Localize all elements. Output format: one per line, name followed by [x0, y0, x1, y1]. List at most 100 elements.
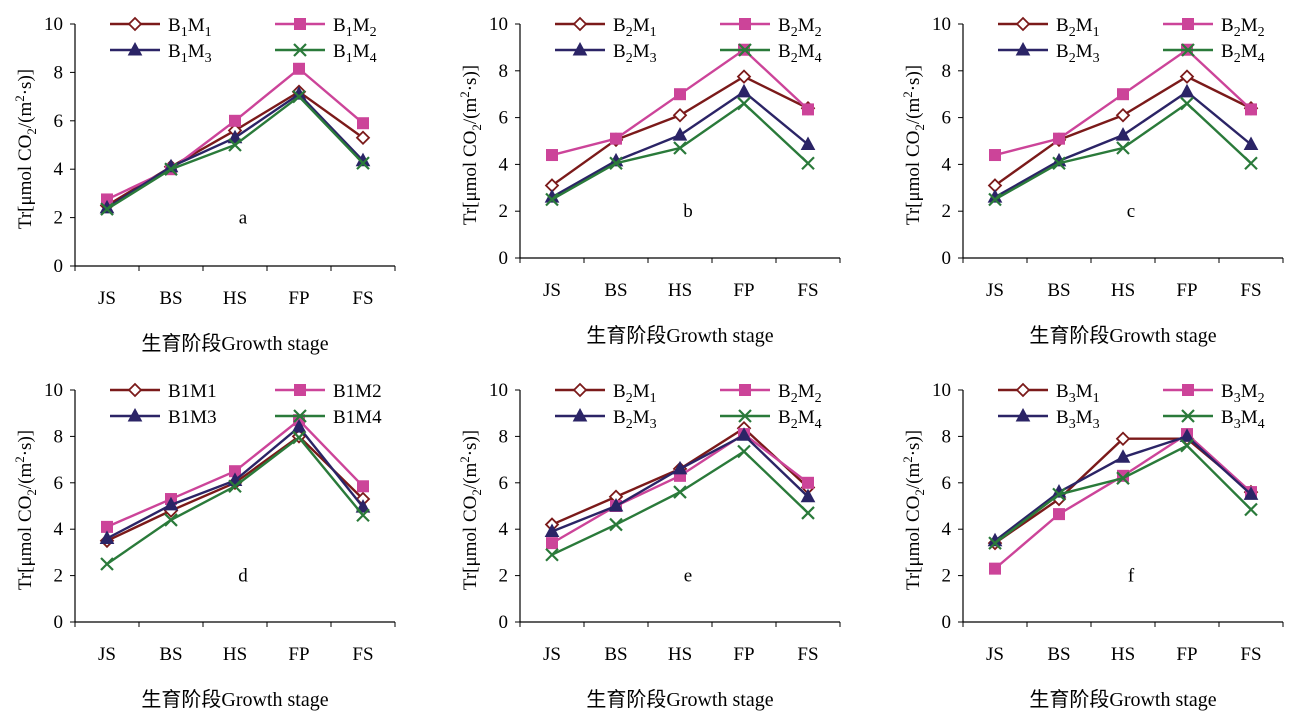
y-tick-label: 10: [44, 14, 63, 35]
legend-entry-label: B2M3: [1056, 41, 1100, 66]
y-axis-title: Tr[μmol CO2/(m2·s)]: [457, 430, 484, 590]
data-point-B2M4: [1052, 156, 1066, 171]
legend-marker: [572, 41, 588, 56]
data-point-B1M3: [99, 530, 115, 544]
series-line-B1M1: [106, 90, 364, 207]
data-point-B2M3: [544, 523, 560, 538]
series-line-B1M4: [106, 435, 364, 565]
y-tick-label: 6: [54, 111, 64, 132]
y-tick-label: 2: [942, 566, 952, 587]
legend-entry-label: B1M4: [333, 407, 382, 428]
legend-entry-label: B2M1: [613, 15, 657, 40]
data-point-B2M4: [609, 156, 623, 171]
data-point-B2M2: [546, 537, 558, 550]
data-point-B1M3: [227, 129, 243, 144]
legend-entry-label: B2M4: [778, 407, 822, 432]
data-point-B2M3: [800, 136, 816, 151]
y-axis-title: Tr[μmol CO2/(m2·s)]: [900, 430, 927, 590]
panel-d: 0 2 4 6 8 10 JS BS HS FP FS 生育阶段Growth stage Tr[μmol…: [12, 380, 396, 711]
legend-entry-label: B1M1: [168, 15, 212, 40]
data-point-B3M4: [988, 536, 1002, 550]
legend-marker: [127, 407, 143, 422]
y-tick-label: 4: [499, 154, 509, 175]
data-point-B1M4: [164, 513, 178, 527]
data-point-B2M4: [988, 192, 1002, 207]
x-tick-label: BS: [159, 288, 182, 309]
y-tick-label: 8: [499, 61, 509, 82]
legend-marker: [1015, 407, 1031, 422]
x-tick-label: HS: [1111, 644, 1135, 665]
x-axis-title: 生育阶段Growth stage: [1029, 324, 1216, 347]
y-axis-title: Tr[μmol CO2/(m2·s)]: [12, 69, 39, 229]
legend-entry-label: B1M3: [168, 41, 212, 66]
x-tick-label: HS: [223, 288, 247, 309]
y-tick-label: 8: [942, 61, 952, 82]
data-point-B3M4: [1244, 502, 1258, 517]
y-tick-label: 2: [54, 566, 64, 587]
x-tick-label: FS: [1240, 280, 1261, 301]
data-point-B2M4: [673, 141, 687, 155]
data-point-B2M3: [1179, 83, 1195, 98]
x-tick-label: FS: [352, 288, 373, 309]
data-point-B1M2: [357, 117, 369, 130]
data-point-B1M4: [356, 508, 370, 523]
x-tick-label: FS: [1240, 644, 1261, 665]
x-tick-label: HS: [223, 644, 247, 665]
y-tick-label: 8: [54, 62, 64, 83]
data-point-B2M3: [608, 497, 624, 512]
y-tick-label: 2: [499, 566, 509, 587]
x-tick-label: FS: [352, 644, 373, 665]
panel-label: d: [238, 566, 248, 587]
y-axis-title: Tr[μmol CO2/(m2·s)]: [900, 65, 927, 225]
data-point-B2M3: [1115, 127, 1131, 141]
x-tick-label: FS: [797, 644, 818, 665]
y-tick-label: 10: [932, 380, 951, 401]
x-tick-label: JS: [543, 280, 561, 301]
panel-a: 0 2 4 6 8 10 JS BS HS FP FS 生育阶段Growth stage Tr[μmol…: [12, 14, 396, 355]
y-tick-label: 6: [942, 108, 952, 129]
panel-f: 0 2 4 6 8 10 JS BS HS FP FS 生育阶段Growth stage Tr[μmol…: [900, 380, 1284, 711]
x-tick-label: FP: [733, 280, 754, 301]
y-axis-title: Tr[μmol CO2/(m2·s)]: [12, 430, 39, 590]
data-point-B2M3: [736, 83, 752, 98]
panel-label: e: [684, 566, 692, 587]
x-tick-label: HS: [1111, 280, 1135, 301]
data-point-B1M2: [357, 480, 369, 493]
series-line-B2M3: [551, 433, 809, 533]
legend-entry-label: B2M3: [613, 407, 657, 432]
x-tick-label: BS: [1047, 280, 1070, 301]
x-tick-label: FP: [1176, 280, 1197, 301]
x-tick-label: JS: [543, 644, 561, 665]
y-tick-label: 10: [489, 14, 508, 35]
legend-marker: [127, 16, 143, 32]
legend-entry-label: B2M1: [613, 381, 657, 406]
legend-marker: [294, 18, 306, 30]
y-tick-label: 8: [499, 426, 509, 447]
x-tick-label: JS: [98, 644, 116, 665]
y-tick-label: 6: [499, 473, 509, 494]
legend-marker: [127, 41, 143, 56]
panel-e: 0 2 4 6 8 10 JS BS HS FP FS 生育阶段Growth stage Tr[μmol…: [457, 380, 841, 711]
data-point-B2M3: [672, 127, 688, 141]
legend-marker: [1015, 382, 1031, 398]
data-point-B1M4: [356, 156, 370, 170]
x-tick-label: FP: [733, 644, 754, 665]
data-point-B3M4: [1116, 471, 1130, 485]
data-point-B2M3: [800, 488, 816, 503]
panel-label: b: [683, 201, 693, 222]
x-tick-label: JS: [986, 644, 1004, 665]
x-tick-label: HS: [668, 644, 692, 665]
data-point-B2M1: [1115, 107, 1131, 123]
legend-entry-label: B1M1: [168, 381, 217, 402]
legend-marker: [572, 407, 588, 422]
y-tick-label: 0: [54, 612, 64, 633]
y-tick-label: 6: [499, 108, 509, 129]
legend-entry-label: B3M4: [1221, 407, 1265, 432]
data-point-B2M4: [1180, 96, 1194, 111]
data-point-B2M2: [989, 149, 1001, 162]
y-tick-label: 0: [942, 248, 952, 269]
legend-entry-label: B2M2: [1221, 15, 1265, 40]
y-tick-label: 2: [54, 208, 64, 229]
legend-entry-label: B2M2: [778, 15, 822, 40]
y-tick-label: 6: [54, 473, 64, 494]
